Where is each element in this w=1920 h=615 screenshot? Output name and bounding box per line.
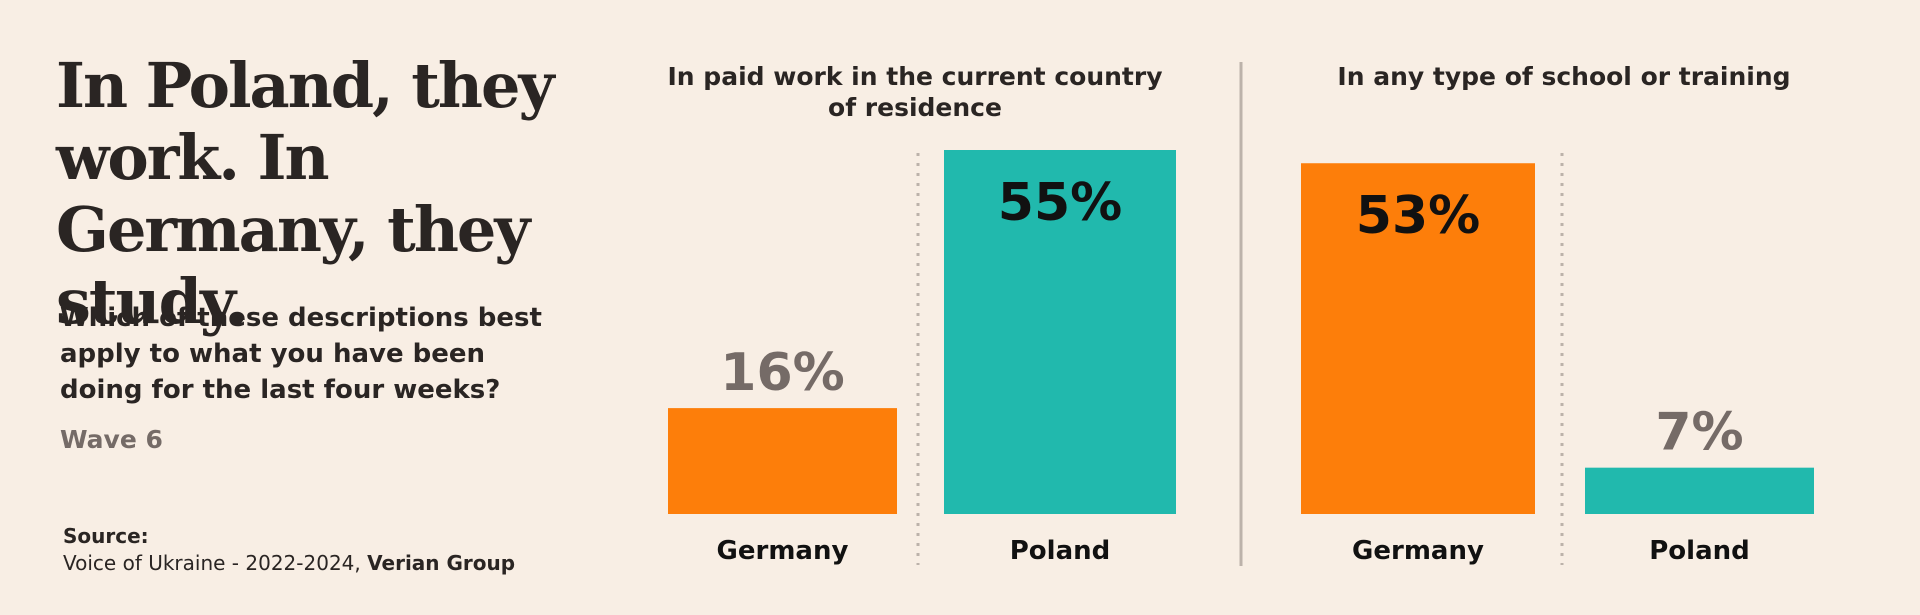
category-label: Poland xyxy=(1649,536,1750,566)
bar-germany xyxy=(1301,163,1535,514)
page-title: In Poland, they work. In Germany, they s… xyxy=(56,49,555,338)
source-org: Verian Group xyxy=(367,551,516,575)
source-text: Voice of Ukraine - 2022-2024, xyxy=(63,551,368,575)
value-label: 53% xyxy=(1356,186,1480,246)
category-label: Germany xyxy=(717,536,849,566)
bar-poland xyxy=(1585,467,1814,514)
chart-title: In paid work in the current country of re… xyxy=(668,62,1163,122)
survey-question: Which of these descriptions best apply t… xyxy=(60,303,542,405)
source-label: Source: xyxy=(63,524,149,548)
wave-label: Wave 6 xyxy=(60,425,163,454)
chart-title: In any type of school or training xyxy=(1337,62,1790,91)
value-label: 16% xyxy=(720,343,844,403)
bar-poland xyxy=(944,150,1176,514)
category-label: Poland xyxy=(1010,536,1111,566)
value-label: 55% xyxy=(998,173,1122,233)
bar-germany xyxy=(668,408,897,514)
source-note: Source: Voice of Ukraine - 2022-2024, Ve… xyxy=(63,523,515,577)
category-label: Germany xyxy=(1352,536,1484,566)
value-label: 7% xyxy=(1655,403,1743,463)
